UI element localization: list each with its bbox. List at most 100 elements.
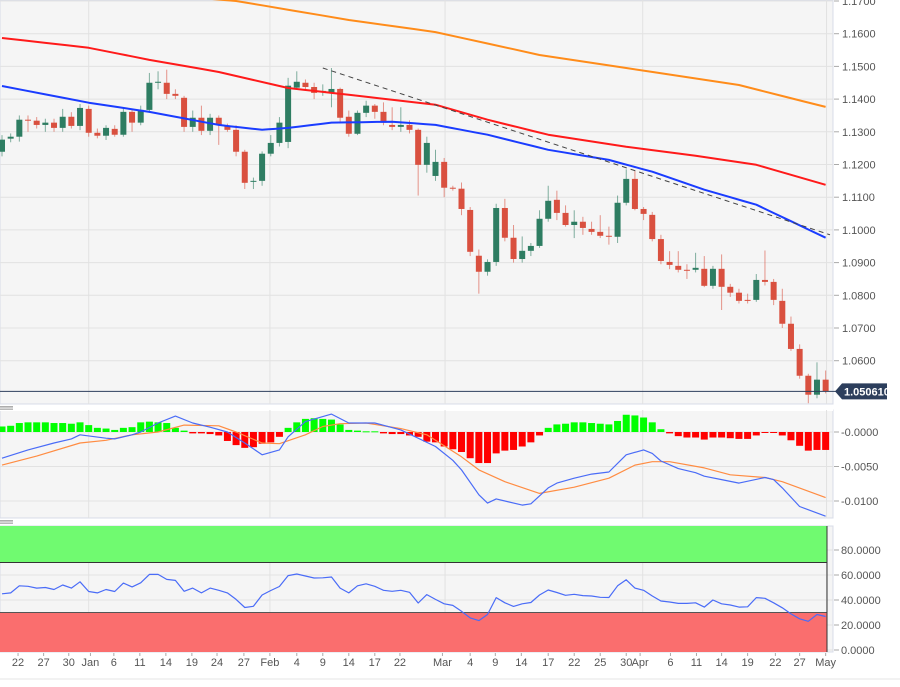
candle[interactable] — [59, 108, 66, 132]
candle[interactable] — [605, 226, 612, 245]
candle[interactable] — [449, 185, 456, 191]
candle[interactable] — [233, 125, 240, 157]
candle[interactable] — [796, 344, 803, 379]
date-tick-label: 22 — [394, 657, 406, 669]
candle[interactable] — [146, 72, 153, 113]
candle[interactable] — [285, 77, 292, 149]
candle[interactable] — [363, 100, 370, 118]
candle[interactable] — [0, 135, 5, 157]
pane-resize-handle[interactable] — [0, 519, 833, 525]
candle[interactable] — [172, 89, 179, 100]
candle-body — [718, 268, 725, 287]
candle[interactable] — [614, 195, 621, 243]
candle[interactable] — [345, 110, 352, 137]
candle[interactable] — [389, 107, 396, 131]
candle[interactable] — [250, 177, 257, 190]
candle[interactable] — [111, 125, 118, 137]
candle[interactable] — [562, 205, 569, 227]
candle[interactable] — [770, 278, 777, 306]
candle[interactable] — [276, 117, 283, 147]
candle[interactable] — [77, 104, 84, 131]
candle[interactable] — [198, 105, 205, 136]
candle[interactable] — [735, 288, 742, 304]
candle[interactable] — [744, 293, 751, 304]
candle[interactable] — [787, 316, 794, 351]
candle[interactable] — [484, 259, 491, 276]
candle[interactable] — [657, 234, 664, 265]
candle[interactable] — [709, 265, 716, 289]
candle[interactable] — [103, 125, 110, 140]
candle[interactable] — [519, 236, 526, 263]
candle[interactable] — [692, 252, 699, 273]
candle[interactable] — [432, 149, 439, 181]
candle[interactable] — [718, 254, 725, 311]
macd-histogram-bar — [466, 432, 474, 459]
candle[interactable] — [415, 128, 422, 196]
candle[interactable] — [68, 112, 75, 129]
candle[interactable] — [779, 288, 786, 328]
candle[interactable] — [267, 135, 274, 157]
candle-body — [510, 237, 517, 260]
candle[interactable] — [7, 133, 14, 143]
candle[interactable] — [259, 151, 266, 186]
candle[interactable] — [467, 207, 474, 257]
candle[interactable] — [293, 71, 300, 90]
candle[interactable] — [623, 169, 630, 206]
candle[interactable] — [631, 171, 638, 211]
candle[interactable] — [640, 207, 647, 221]
candle[interactable] — [215, 115, 222, 145]
macd-pane[interactable] — [0, 409, 834, 519]
candle[interactable] — [493, 203, 500, 266]
candle[interactable] — [683, 264, 690, 279]
candle[interactable] — [475, 249, 482, 294]
candle[interactable] — [42, 118, 49, 132]
candle[interactable] — [813, 362, 820, 399]
candle[interactable] — [588, 221, 595, 235]
candle[interactable] — [822, 370, 829, 394]
candle[interactable] — [33, 117, 40, 129]
candle[interactable] — [51, 118, 58, 132]
candle[interactable] — [649, 211, 656, 242]
candle[interactable] — [85, 105, 92, 137]
candle[interactable] — [120, 107, 127, 137]
candle[interactable] — [441, 157, 448, 198]
candle[interactable] — [94, 128, 101, 139]
candle[interactable] — [527, 242, 534, 257]
candle[interactable] — [397, 107, 404, 132]
candle[interactable] — [579, 216, 586, 235]
candle[interactable] — [761, 250, 768, 286]
candle[interactable] — [675, 251, 682, 273]
candle[interactable] — [163, 69, 170, 100]
pane-resize-handle[interactable] — [0, 405, 833, 411]
candle[interactable] — [129, 108, 136, 132]
candle[interactable] — [241, 149, 248, 190]
candle[interactable] — [25, 115, 32, 132]
candle[interactable] — [189, 110, 196, 132]
candle[interactable] — [155, 71, 162, 90]
candle[interactable] — [597, 215, 604, 239]
candle[interactable] — [553, 190, 560, 221]
candle[interactable] — [137, 105, 144, 126]
pane-separator[interactable] — [0, 405, 833, 411]
candle[interactable] — [328, 68, 335, 108]
macd-histogram-bar — [59, 423, 67, 432]
candle[interactable] — [701, 256, 708, 288]
candle[interactable] — [536, 210, 543, 248]
candle[interactable] — [805, 373, 812, 404]
pane-separator[interactable] — [0, 519, 833, 525]
candle[interactable] — [727, 283, 734, 297]
candle[interactable] — [753, 274, 760, 302]
candle[interactable] — [16, 115, 23, 142]
candle[interactable] — [181, 95, 188, 132]
candle[interactable] — [666, 251, 673, 270]
candle[interactable] — [371, 104, 378, 119]
candle[interactable] — [545, 185, 552, 222]
candle[interactable] — [501, 198, 508, 242]
candle[interactable] — [510, 224, 517, 263]
candle[interactable] — [458, 182, 465, 216]
candle[interactable] — [423, 136, 430, 173]
candle[interactable] — [571, 210, 578, 239]
price-tick-label: 1.1300 — [842, 127, 876, 139]
price-pane[interactable] — [0, 0, 834, 405]
